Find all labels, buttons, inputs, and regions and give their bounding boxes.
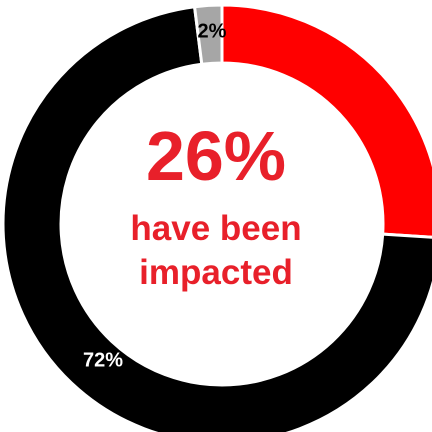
- slice-label-72: 72%: [83, 349, 123, 371]
- slice-label-2: 2%: [198, 20, 227, 42]
- center-percent: 26%: [145, 117, 287, 195]
- donut-slice-26: [220, 3, 432, 239]
- center-caption-line-1: have been: [130, 209, 302, 248]
- donut-slice-2: [192, 3, 224, 66]
- center-caption-line-2: impacted: [139, 253, 293, 292]
- donut-slice-72: [1, 5, 432, 432]
